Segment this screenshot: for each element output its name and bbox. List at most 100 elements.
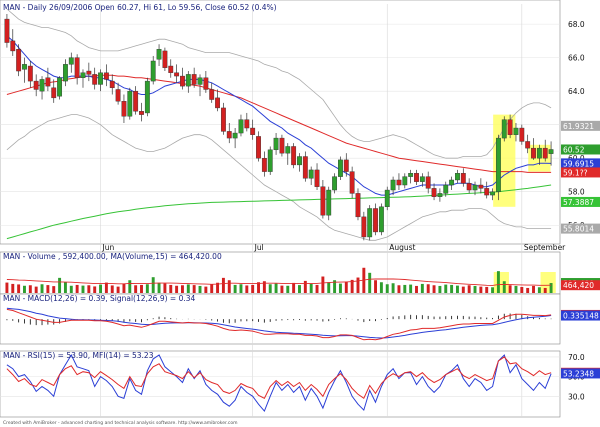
candle-body (103, 72, 109, 80)
candle-body (373, 208, 378, 233)
volume-bar (245, 285, 249, 293)
bollinger-bands (6, 8, 552, 241)
candle-body (191, 74, 197, 85)
volume-bar (134, 285, 138, 293)
candle-body (531, 147, 536, 159)
candle-body (16, 49, 22, 72)
volume-bar (350, 279, 354, 293)
volume-bar (432, 285, 436, 293)
volume-bar (532, 285, 535, 293)
candle-body (490, 191, 495, 196)
candle-body (174, 72, 180, 77)
volume-bar (327, 282, 331, 293)
candle-body (250, 127, 256, 135)
macd-value-tag: 0.335148 (563, 312, 599, 321)
candle-body (314, 169, 320, 187)
volume-bar (239, 284, 243, 293)
candle-body (279, 137, 285, 154)
volume-bar (180, 285, 184, 293)
volume-bar (210, 284, 214, 293)
macd-line (6, 308, 552, 341)
volume-bar (438, 285, 442, 293)
candle-body (203, 77, 209, 90)
candle-body (408, 173, 414, 177)
price-value-tag-bg (561, 158, 600, 169)
volume-bar (379, 282, 383, 293)
candlesticks (4, 14, 554, 241)
candle-body (367, 208, 373, 238)
price-value-tag-bg (561, 144, 600, 155)
candle-body (361, 216, 367, 238)
candle-body (180, 75, 185, 87)
volume-bar (110, 285, 114, 293)
volume-bar (315, 284, 319, 293)
macd-panel (0, 293, 561, 345)
candle-body (80, 72, 86, 78)
price-value-tag: 57.3887 (563, 198, 594, 207)
volume-bar (104, 282, 108, 293)
volume-bars (5, 267, 553, 293)
volume-highlight-box (540, 272, 556, 293)
candle-body (267, 149, 273, 172)
candle-body (425, 176, 431, 189)
volume-bar (268, 284, 272, 293)
volume-bar (514, 285, 518, 293)
volume-bar (450, 284, 454, 293)
rsi-value-tag: 53.2348 (563, 369, 594, 378)
candle-body (238, 119, 244, 134)
candle-body (460, 173, 466, 184)
candle-body (536, 147, 542, 159)
volume-highlight-box (493, 272, 509, 293)
volume-bar (338, 283, 342, 293)
volume-bar (17, 284, 21, 293)
volume-bar (520, 286, 524, 293)
candle-body (10, 40, 16, 52)
candle-body (466, 183, 472, 191)
volume-bar (52, 286, 56, 293)
volume-bar (257, 282, 260, 293)
bollinger-lower-line (6, 114, 552, 241)
volume-bar (403, 284, 407, 293)
volume-bar (280, 285, 284, 293)
volume-bar (233, 284, 237, 293)
candle-body (349, 171, 355, 194)
volume-bar (157, 282, 161, 293)
price-panel (0, 0, 561, 245)
candle-body (63, 64, 68, 82)
candle-body (33, 80, 39, 90)
volume-bar (93, 286, 97, 293)
volume-bar (40, 284, 44, 293)
candle-body (443, 184, 449, 194)
price-value-tag-bg (561, 120, 600, 131)
candle-body (384, 189, 390, 208)
rsi-value-tag-bg (561, 368, 600, 379)
volume-bar (479, 286, 483, 293)
volume-bar (69, 285, 73, 293)
candle-body (402, 176, 408, 186)
volume-bar (344, 281, 348, 293)
candle-body (226, 131, 232, 139)
candle-body (501, 119, 507, 139)
volume-bar (485, 286, 489, 293)
volume-bar (444, 284, 448, 293)
rsi-line (6, 356, 552, 400)
price-value-tag: 59.6915 (563, 159, 594, 168)
candle-body (472, 184, 478, 191)
candle-body (144, 80, 150, 114)
candle-body (209, 89, 215, 100)
volume-bar (128, 280, 132, 293)
candle-body (98, 72, 103, 85)
volume-bar (391, 283, 395, 293)
volume-bar (63, 282, 67, 293)
volume-bar (58, 277, 62, 293)
month-label: Jul (254, 243, 264, 252)
candle-body (484, 188, 490, 196)
rsi-tick-label: 70.0 (568, 353, 585, 362)
volume-bar (508, 285, 512, 293)
candle-body (302, 156, 308, 179)
volume-bar (298, 285, 301, 293)
volume-bar (321, 276, 325, 293)
candle-body (396, 179, 402, 186)
